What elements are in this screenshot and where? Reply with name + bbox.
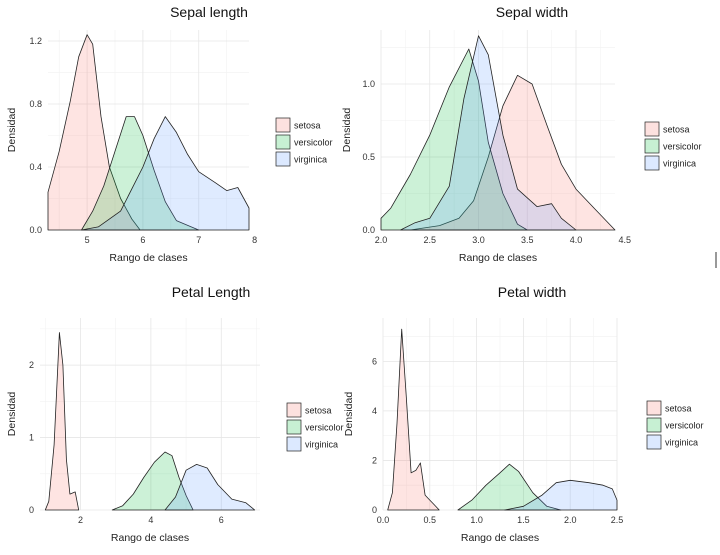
x-tick-label: 2.0	[375, 235, 388, 245]
density-area-virginica	[504, 479, 618, 511]
density-area-virginica	[81, 116, 250, 231]
legend-label-virginica: virginica	[663, 159, 696, 169]
legend-label-virginica: virginica	[294, 155, 327, 165]
density-area-setosa	[387, 328, 440, 511]
y-tick-label: 1	[29, 433, 34, 443]
y-tick-label: 4	[372, 406, 377, 416]
y-tick-label: 1.0	[362, 79, 375, 89]
legend-key-setosa	[286, 402, 302, 418]
panel-sepal-length: 5 6 7 8 0.0 0.4 0.8 1.2 Sepal length Rango de cla…	[6, 4, 333, 264]
y-tick-label: 2	[29, 360, 34, 370]
density-area-setosa	[47, 34, 141, 231]
x-tick-label: 2	[78, 515, 83, 525]
x-tick-label: 6	[140, 235, 145, 245]
legend-label-setosa: setosa	[294, 121, 321, 131]
legend: setosa versicolor virginica	[644, 121, 702, 171]
x-tick-label: 1.5	[517, 515, 530, 525]
y-axis-label: Densidad	[341, 108, 353, 153]
x-tick-label: 3.0	[472, 235, 485, 245]
density-area-virginica	[164, 464, 256, 511]
x-tick-label: 3.5	[521, 235, 534, 245]
y-tick-label: 0	[372, 505, 377, 515]
y-tick-label: 0.8	[29, 99, 42, 109]
legend-label-versicolor: versicolor	[665, 421, 704, 431]
legend-key-setosa	[275, 117, 291, 133]
x-tick-label: 8	[252, 235, 257, 245]
chart-title: Petal Length	[172, 284, 251, 300]
density-area-versicolor	[457, 463, 562, 511]
legend-key-setosa	[646, 400, 662, 416]
x-tick-label: 5	[85, 235, 90, 245]
density-area-setosa	[44, 332, 80, 511]
x-axis-label: Rango de clases	[461, 532, 539, 544]
density-area-setosa	[409, 74, 616, 231]
legend-label-versicolor: versicolor	[294, 138, 333, 148]
legend-key-virginica	[646, 434, 662, 450]
chart-title: Sepal length	[170, 4, 248, 20]
panel-petal-width: 0.0 0.5 1.0 1.5 2.0 2.5 0 2 4 6 Petal width Rango d…	[343, 284, 704, 544]
legend-key-setosa	[644, 121, 660, 137]
x-tick-label: 4	[148, 515, 153, 525]
y-tick-label: 1.2	[29, 36, 42, 46]
legend-label-versicolor: versicolor	[663, 142, 702, 152]
y-tick-label: 2	[372, 455, 377, 465]
legend-key-virginica	[644, 155, 660, 171]
legend-label-setosa: setosa	[305, 406, 332, 416]
chart-title: Petal width	[498, 284, 566, 300]
legend: setosa versicolor virginica	[286, 402, 344, 452]
y-axis-label: Densidad	[6, 392, 18, 437]
y-tick-label: 0.0	[29, 225, 42, 235]
x-tick-label: 2.5	[611, 515, 624, 525]
y-tick-label: 0.4	[29, 162, 42, 172]
legend-key-versicolor	[644, 138, 660, 154]
y-tick-label: 0	[29, 505, 34, 515]
x-tick-label: 1.0	[470, 515, 483, 525]
x-axis-label: Rango de clases	[459, 252, 537, 264]
x-axis-label: Rango de clases	[109, 252, 187, 264]
x-tick-label: 7	[196, 235, 201, 245]
density-area-virginica	[400, 35, 577, 231]
x-tick-label: 6	[219, 515, 224, 525]
legend-label-setosa: setosa	[663, 125, 690, 135]
legend-key-versicolor	[286, 419, 302, 435]
x-tick-label: 0.0	[377, 515, 390, 525]
y-axis-label: Densidad	[343, 392, 355, 437]
legend-label-virginica: virginica	[305, 440, 338, 450]
y-tick-label: 0.5	[362, 152, 375, 162]
legend: setosa versicolor virginica	[646, 400, 704, 450]
legend-label-setosa: setosa	[665, 404, 692, 414]
legend-key-virginica	[286, 436, 302, 452]
legend: setosa versicolor virginica	[275, 117, 333, 167]
x-tick-label: 2.5	[423, 235, 436, 245]
x-axis-label: Rango de clases	[111, 532, 189, 544]
x-tick-label: 4.0	[570, 235, 583, 245]
y-tick-label: 0.0	[362, 225, 375, 235]
legend-label-versicolor: versicolor	[305, 423, 344, 433]
density-area-versicolor	[380, 48, 528, 231]
chart-title: Sepal width	[496, 4, 568, 20]
x-tick-label: 2.0	[564, 515, 577, 525]
y-axis-label: Densidad	[6, 108, 18, 153]
x-tick-label: 0.5	[424, 515, 437, 525]
y-tick-label: 6	[372, 356, 377, 366]
legend-key-virginica	[275, 151, 291, 167]
panel-petal-length: 2 4 6 0 1 2 Petal Length Rango de clases Densida…	[6, 284, 344, 544]
density-area-versicolor	[111, 451, 194, 511]
legend-key-versicolor	[646, 417, 662, 433]
legend-label-virginica: virginica	[665, 438, 698, 448]
x-tick-label: 4.5	[618, 235, 631, 245]
panel-sepal-width: 2.0 2.5 3.0 3.5 4.0 4.5 0.0 0.5 1.0 Sepal width Ra…	[341, 4, 702, 264]
legend-key-versicolor	[275, 134, 291, 150]
